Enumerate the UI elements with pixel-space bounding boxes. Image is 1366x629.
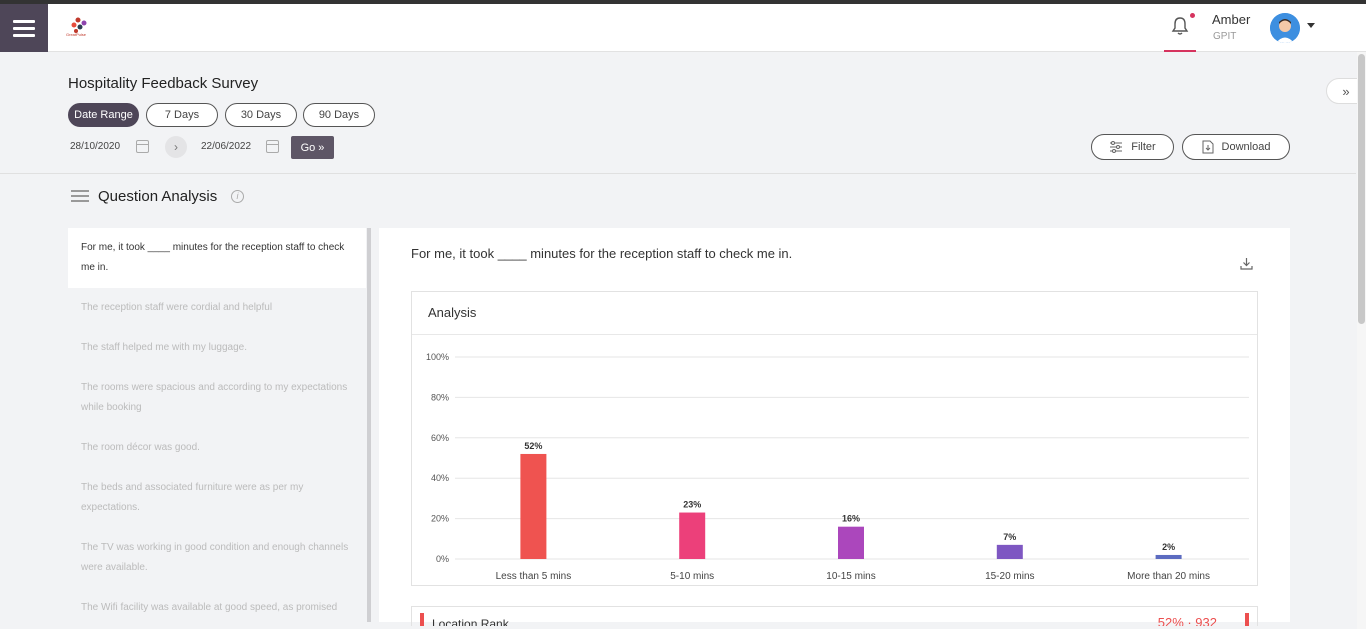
bar-value-label: 7% [1003,532,1016,542]
page-title: Hospitality Feedback Survey [68,75,259,92]
bell-icon [1171,17,1189,35]
avatar-icon [1270,13,1300,43]
analysis-title: Analysis [428,305,477,320]
accent-bar [1245,613,1249,626]
y-tick-label: 100% [426,352,449,362]
y-tick-label: 80% [431,392,449,402]
user-name: Amber [1212,12,1251,27]
chart-bar [520,453,547,559]
notifications-button[interactable] [1164,4,1196,52]
y-tick-label: 60% [431,433,449,443]
logo-icon [71,17,87,33]
bar-value-label: 16% [842,514,860,524]
chart-bar [996,544,1023,559]
app-header: GreatPulse Amber GPIT [0,4,1366,52]
download-file-icon [1202,140,1214,154]
x-tick-label: 15-20 mins [985,571,1034,582]
question-item[interactable]: The rooms were spacious and according to… [81,382,348,413]
avatar[interactable] [1270,13,1300,43]
question-item[interactable]: For me, it took ____ minutes for the rec… [68,228,366,288]
analysis-card: Analysis 0% 20% 40% 60% 80% 100% 52% Less than … [411,291,1258,586]
chart-bar [679,512,706,559]
question-item[interactable]: The Wifi facility was available at good … [81,602,338,613]
hamburger-menu-button[interactable] [0,4,48,52]
bar-chart: 0% 20% 40% 60% 80% 100% 52% Less than 5 mins 23%… [426,352,1249,582]
next-section-label: Location Rank [432,617,509,626]
bar-value-label: 2% [1162,542,1175,552]
accent-bar [420,613,424,626]
question-analysis-title: Question Analysis [98,188,218,205]
question-item[interactable]: The reception staff were cordial and hel… [81,302,273,313]
end-date-input[interactable]: 22/06/2022 [201,141,252,152]
y-tick-label: 20% [431,514,449,524]
go-button[interactable]: Go » [291,136,334,159]
next-section-value: 52% · 932 [1157,615,1217,626]
question-item[interactable]: The beds and associated furniture were a… [81,482,304,513]
start-date-input[interactable]: 28/10/2020 [70,141,121,152]
chart-bar [838,526,864,559]
x-tick-label: Less than 5 mins [496,571,572,582]
download-label: Download [1221,141,1271,153]
bar-value-label: 52% [524,441,542,451]
range-date-range[interactable]: Date Range [68,103,139,127]
bar-value-label: 23% [683,500,701,510]
list-icon [71,190,89,205]
user-org: GPIT [1213,31,1237,42]
menu-icon [13,18,35,39]
x-tick-label: 10-15 mins [826,571,875,582]
question-item[interactable]: The TV was working in good condition and… [81,542,349,573]
next-section-card: Location Rank 52% · 932 [411,606,1258,626]
info-icon[interactable]: i [231,190,244,203]
top-accent-line [0,0,1366,4]
analysis-separator [412,334,1257,335]
page-scrollbar[interactable] [1357,52,1366,629]
question-detail-panel: For me, it took ____ minutes for the rec… [379,228,1290,626]
y-tick-label: 0% [436,554,449,564]
question-item[interactable]: The staff helped me with my luggage. [81,342,248,353]
chart-bar [1155,554,1182,559]
page-scrollbar-thumb[interactable] [1358,54,1365,324]
section-divider [0,173,1356,174]
calendar-icon[interactable] [136,140,149,153]
logo-text: GreatPulse [66,32,87,37]
download-icon[interactable] [1240,257,1253,270]
filter-label: Filter [1131,141,1156,153]
filter-button[interactable]: Filter [1091,134,1174,160]
question-item[interactable]: The room décor was good. [81,442,200,453]
range-30-days[interactable]: 30 Days [225,103,297,127]
question-list-scrollbar[interactable] [367,228,371,622]
filter-sliders-icon [1110,141,1123,153]
y-tick-label: 40% [431,473,449,483]
x-tick-label: More than 20 mins [1127,571,1210,582]
range-7-days[interactable]: 7 Days [146,103,218,127]
chevron-right-icon[interactable]: › [165,136,187,158]
notification-dot [1190,13,1195,18]
calendar-icon[interactable] [266,140,279,153]
x-tick-label: 5-10 mins [670,571,714,582]
question-list: For me, it took ____ minutes for the rec… [68,228,366,622]
download-button[interactable]: Download [1182,134,1290,160]
range-90-days[interactable]: 90 Days [303,103,375,127]
selected-question-title: For me, it took ____ minutes for the rec… [411,246,793,261]
user-dropdown-caret[interactable] [1307,23,1315,28]
